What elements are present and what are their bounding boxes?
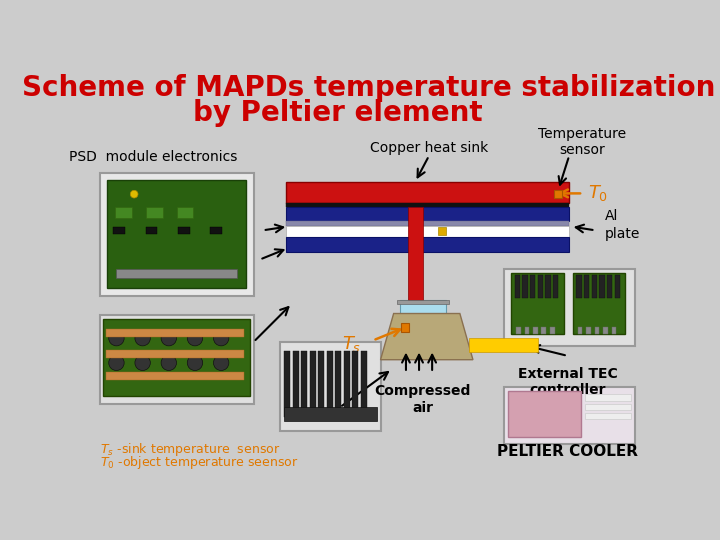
Bar [286, 221, 570, 226]
Bar [293, 351, 299, 417]
Bar [511, 273, 564, 334]
Bar [401, 323, 409, 332]
Bar [508, 390, 581, 437]
Bar [335, 351, 341, 417]
Bar [310, 351, 316, 417]
Bar [178, 226, 189, 234]
Bar [281, 342, 381, 430]
Bar [586, 327, 590, 334]
Bar [145, 207, 163, 218]
Bar [576, 275, 582, 298]
Bar [145, 226, 157, 234]
Bar [599, 275, 605, 298]
Bar [99, 173, 253, 296]
Bar [286, 204, 570, 207]
Text: Copper heat sink: Copper heat sink [370, 141, 488, 155]
Bar [469, 338, 539, 352]
Bar [106, 350, 244, 358]
Bar [538, 275, 543, 298]
Text: Al
plate: Al plate [605, 209, 640, 241]
Bar [408, 207, 423, 300]
Bar [176, 207, 194, 218]
Bar [361, 351, 366, 417]
Bar [603, 327, 608, 334]
Bar [592, 275, 597, 298]
Bar [554, 190, 562, 198]
Circle shape [130, 190, 138, 198]
Bar [553, 275, 559, 298]
Circle shape [213, 330, 229, 346]
Bar [550, 327, 554, 334]
Circle shape [135, 355, 150, 370]
Bar [286, 207, 570, 221]
Text: $T_s$: $T_s$ [342, 334, 361, 354]
Bar [115, 207, 132, 218]
Bar [284, 351, 290, 417]
Bar [438, 227, 446, 235]
Text: by Peltier element: by Peltier element [194, 98, 483, 126]
Bar [522, 275, 528, 298]
Text: PSD  module electronics: PSD module electronics [69, 150, 238, 164]
Bar [525, 327, 529, 334]
Bar [541, 327, 546, 334]
Bar [530, 275, 535, 298]
Bar [611, 327, 616, 334]
Bar [595, 327, 599, 334]
Bar [99, 315, 253, 403]
Bar [585, 413, 631, 419]
Circle shape [161, 355, 176, 370]
Bar [343, 351, 350, 417]
Text: $T_0$ -object temperature seensor: $T_0$ -object temperature seensor [99, 454, 298, 471]
Bar [318, 351, 324, 417]
Bar [577, 327, 582, 334]
Bar [107, 180, 246, 288]
Bar [585, 403, 631, 410]
Bar [286, 226, 570, 237]
Text: PELTIER COOLER: PELTIER COOLER [497, 444, 638, 459]
Bar [106, 372, 244, 380]
Text: Compressed
air: Compressed air [374, 384, 471, 415]
Bar [504, 387, 634, 444]
Bar [504, 269, 634, 346]
Text: External TEC
controller: External TEC controller [518, 367, 618, 397]
Bar [284, 408, 377, 421]
Bar [545, 275, 551, 298]
Bar [573, 273, 626, 334]
Bar [533, 327, 538, 334]
Circle shape [109, 355, 124, 370]
Circle shape [187, 330, 203, 346]
Text: $T_0$: $T_0$ [588, 183, 608, 202]
Bar [104, 319, 250, 396]
Text: Temperature
sensor: Temperature sensor [539, 127, 626, 157]
Text: Scheme of MAPDs temperature stabilization: Scheme of MAPDs temperature stabilizatio… [22, 74, 716, 102]
Bar [615, 275, 620, 298]
Bar [397, 300, 449, 304]
Circle shape [187, 355, 203, 370]
Bar [210, 226, 222, 234]
Bar [286, 182, 570, 204]
Bar [607, 275, 612, 298]
Bar [516, 327, 521, 334]
Bar [113, 226, 125, 234]
Polygon shape [381, 314, 473, 360]
Bar [301, 351, 307, 417]
Bar [515, 275, 520, 298]
Text: $T_s$ -sink temperature  sensor: $T_s$ -sink temperature sensor [99, 441, 280, 458]
Circle shape [213, 355, 229, 370]
Circle shape [161, 330, 176, 346]
Bar [106, 329, 244, 336]
Bar [327, 351, 333, 417]
Bar [585, 394, 631, 401]
Circle shape [109, 330, 124, 346]
Bar [352, 351, 359, 417]
Text: Heat sink: Heat sink [302, 410, 377, 424]
Bar [286, 237, 570, 252]
Bar [584, 275, 589, 298]
Bar [117, 269, 237, 278]
Circle shape [135, 330, 150, 346]
Bar [400, 300, 446, 314]
